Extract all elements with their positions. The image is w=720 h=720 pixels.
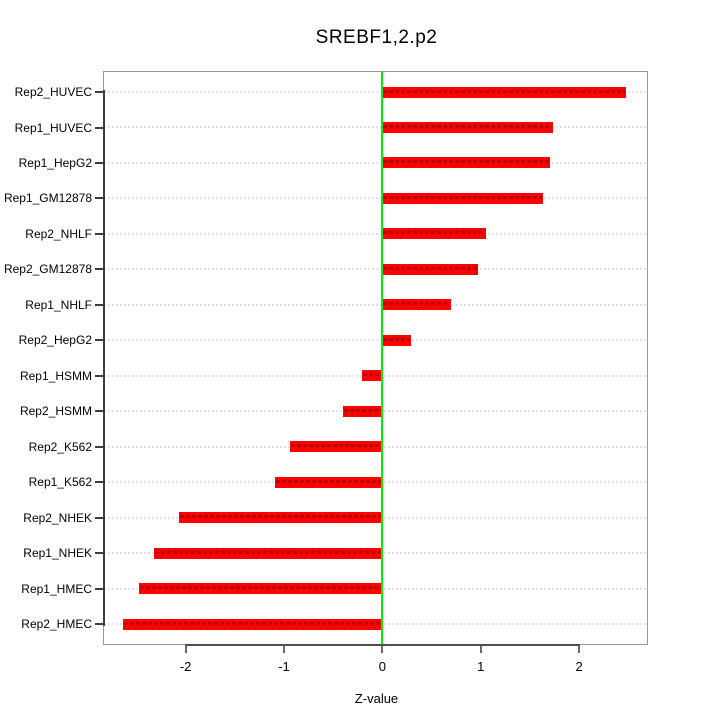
- bar: [382, 299, 452, 311]
- row-gridline: [104, 161, 647, 164]
- y-axis-line: [103, 90, 105, 626]
- y-axis-tick: [95, 445, 103, 448]
- x-axis-tick-label: 1: [477, 659, 485, 674]
- bar-dash-pattern: [123, 621, 382, 625]
- bar: [382, 334, 411, 346]
- y-axis-tick: [95, 268, 103, 271]
- bar-dash-pattern: [179, 515, 382, 519]
- y-axis-label: Rep2_K562: [28, 439, 92, 454]
- y-axis-label: Rep2_HepG2: [18, 333, 92, 348]
- y-axis-tick: [95, 91, 103, 93]
- bar-dash-pattern: [383, 231, 485, 235]
- bar: [382, 192, 543, 204]
- y-axis-label: Rep1_K562: [28, 475, 92, 490]
- y-axis-label: Rep1_GM12878: [3, 191, 92, 206]
- x-axis-tick-label: 0: [378, 659, 386, 674]
- y-axis-tick: [95, 481, 103, 484]
- row-gridline: [104, 91, 647, 93]
- bar-dash-pattern: [140, 586, 382, 589]
- chart-title: SREBF1,2.p2: [315, 27, 438, 48]
- x-axis-tick: [578, 646, 581, 653]
- bar-dash-pattern: [383, 160, 549, 164]
- bar-dash-pattern: [383, 337, 410, 341]
- bar-dash-pattern: [362, 373, 382, 377]
- row-gridline: [104, 232, 647, 235]
- x-axis-tick: [381, 646, 384, 653]
- bar: [178, 512, 383, 524]
- y-axis-label: Rep1_HMEC: [21, 581, 92, 596]
- y-axis-tick: [95, 374, 103, 377]
- bar: [139, 583, 383, 594]
- y-axis-label: Rep1_NHLF: [25, 297, 92, 312]
- y-axis-label: Rep2_HUVEC: [14, 85, 92, 99]
- x-axis-line: [184, 644, 581, 646]
- bar: [382, 263, 478, 275]
- y-axis-tick: [95, 232, 103, 235]
- bar: [382, 86, 627, 98]
- row-gridline: [104, 303, 647, 306]
- y-axis-tick: [95, 339, 103, 342]
- y-axis-tick: [95, 410, 103, 413]
- row-gridline: [104, 268, 647, 271]
- y-axis-label: Rep2_NHLF: [25, 226, 92, 241]
- x-axis-tick-label: -1: [278, 659, 290, 674]
- x-axis-tick: [479, 646, 482, 653]
- y-axis-label: Rep2_GM12878: [3, 262, 92, 277]
- row-gridline: [104, 339, 647, 342]
- y-axis-label: Rep1_HUVEC: [14, 120, 92, 135]
- bar: [382, 157, 550, 169]
- row-gridline: [104, 126, 647, 129]
- y-axis-tick: [95, 623, 103, 625]
- x-axis-tick: [184, 646, 187, 653]
- bar-dash-pattern: [383, 89, 626, 93]
- y-axis-tick: [95, 197, 103, 200]
- bar-dash-pattern: [383, 266, 477, 270]
- bar: [382, 122, 553, 133]
- bar-dash-pattern: [383, 195, 542, 199]
- bar-dash-pattern: [276, 479, 382, 483]
- y-axis-label: Rep1_HSMM: [19, 368, 92, 383]
- bar: [343, 405, 383, 417]
- y-axis-tick: [95, 587, 103, 590]
- bar: [361, 370, 383, 382]
- y-axis-tick: [95, 161, 103, 164]
- bar: [154, 547, 383, 559]
- bar: [275, 476, 383, 488]
- y-axis-label: Rep2_HMEC: [21, 617, 92, 631]
- row-gridline: [104, 197, 647, 200]
- bar-dash-pattern: [383, 302, 451, 306]
- bar-dash-pattern: [383, 125, 552, 128]
- x-axis-tick-label: 2: [575, 659, 583, 674]
- bar: [289, 441, 383, 453]
- y-axis-tick: [95, 516, 103, 519]
- y-axis-label: Rep1_HepG2: [18, 155, 92, 170]
- y-axis-tick: [95, 552, 103, 555]
- x-axis-title: Z-value: [354, 691, 399, 706]
- y-axis-label: Rep1_NHEK: [23, 546, 92, 561]
- x-axis-tick: [283, 646, 285, 653]
- y-axis-tick: [95, 303, 103, 306]
- zero-line: [381, 72, 384, 644]
- y-axis-tick: [95, 126, 103, 129]
- plot-area: [103, 71, 648, 645]
- y-axis-label: Rep2_HSMM: [19, 404, 92, 419]
- bar-dash-pattern: [155, 550, 382, 554]
- bar-dash-pattern: [290, 444, 382, 448]
- bar: [122, 618, 383, 630]
- y-axis-label: Rep2_NHEK: [23, 510, 92, 525]
- x-axis-tick-label: -2: [179, 659, 192, 674]
- bar: [382, 228, 486, 240]
- bar-dash-pattern: [344, 408, 382, 412]
